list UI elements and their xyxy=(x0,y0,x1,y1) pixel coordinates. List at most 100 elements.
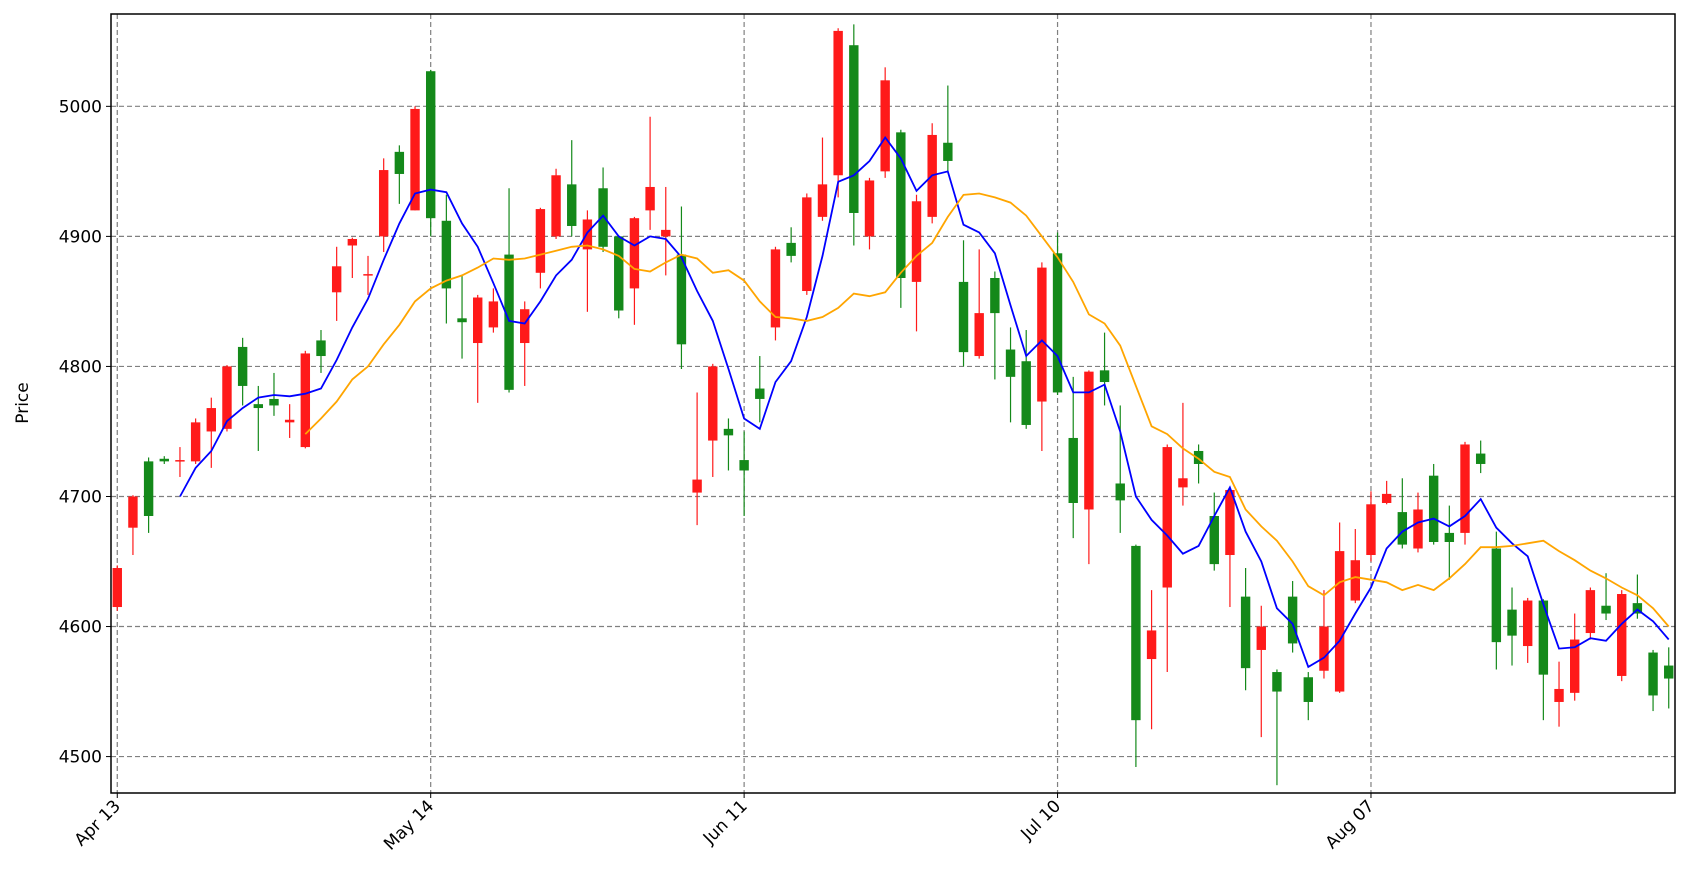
candle-body xyxy=(206,408,216,432)
candle-body xyxy=(1193,450,1204,464)
candle-body xyxy=(661,229,671,237)
candle-body xyxy=(849,45,859,213)
candle-body xyxy=(1209,515,1219,565)
candle-body xyxy=(567,184,577,226)
candle-body xyxy=(1460,444,1470,533)
candle-body xyxy=(1632,603,1643,614)
y-tick-label: 4500 xyxy=(59,748,102,768)
candle-body xyxy=(535,209,546,273)
candle-body xyxy=(378,170,389,237)
candle-body xyxy=(222,366,232,429)
candle-body xyxy=(1068,437,1078,503)
candle-body xyxy=(331,266,342,293)
plot-frame xyxy=(110,13,1676,794)
candle-body xyxy=(300,353,311,448)
candle-body xyxy=(1366,504,1376,556)
candle-body xyxy=(159,458,169,462)
candle-body xyxy=(1021,361,1031,425)
candle-body xyxy=(974,313,984,357)
candle-body xyxy=(1115,483,1125,501)
candle-body xyxy=(1397,512,1408,545)
candle-body xyxy=(1664,665,1674,679)
candle-body xyxy=(1162,447,1172,588)
x-tick-label: Jun 11 xyxy=(699,796,752,849)
x-tick-label: Jul 10 xyxy=(1017,796,1065,844)
candle-body xyxy=(1131,545,1141,721)
candle-body xyxy=(692,479,702,493)
candle-body xyxy=(520,309,530,344)
candle-body xyxy=(708,366,718,441)
candle-body xyxy=(112,568,122,608)
candle-body xyxy=(143,461,154,516)
candle-body xyxy=(1507,609,1517,636)
candle-body xyxy=(739,460,749,471)
candle-body xyxy=(410,108,420,211)
candle-body xyxy=(488,301,499,328)
candle-body xyxy=(864,180,875,237)
candle-body xyxy=(253,404,264,409)
candle-body xyxy=(676,254,687,345)
candle-body xyxy=(425,71,436,219)
moving-average-line xyxy=(304,192,1670,628)
candle-body xyxy=(911,201,922,282)
candle-body xyxy=(504,254,514,390)
x-tick-label: May 14 xyxy=(380,796,438,854)
candle-body xyxy=(441,220,452,289)
candle-body xyxy=(457,318,467,323)
candle-body xyxy=(896,132,906,279)
candle-body xyxy=(1522,600,1533,647)
candle-body xyxy=(1491,548,1502,643)
candle-body xyxy=(1256,626,1266,650)
candle-body xyxy=(237,346,248,386)
candle-body xyxy=(175,460,185,462)
candle-body xyxy=(1178,478,1188,488)
candle-body xyxy=(1350,560,1361,601)
candle-body xyxy=(1601,605,1611,614)
candle-body xyxy=(1570,639,1580,693)
candle-body xyxy=(284,419,295,423)
candle-body xyxy=(1334,551,1345,692)
candle-body xyxy=(943,142,953,161)
candle-body xyxy=(786,242,796,256)
candle-body xyxy=(614,236,624,311)
candle-body xyxy=(1052,253,1063,393)
candle-body xyxy=(269,398,279,406)
candle-body xyxy=(1585,590,1596,634)
candle-body xyxy=(1272,672,1282,692)
candle-body xyxy=(1538,600,1549,675)
candle-body xyxy=(1381,493,1392,503)
candle-body xyxy=(723,428,734,436)
candle-body xyxy=(833,30,843,176)
candle-body xyxy=(1146,630,1157,660)
candle-body xyxy=(1428,475,1439,543)
y-tick-label: 4800 xyxy=(59,357,102,377)
candle-body xyxy=(880,80,890,172)
candle-body xyxy=(1005,349,1016,377)
candle-body xyxy=(363,274,373,276)
y-tick-label: 4700 xyxy=(59,487,102,507)
y-tick-label: 4600 xyxy=(59,618,102,638)
candle-body xyxy=(473,297,483,344)
candle-body xyxy=(1444,532,1455,543)
y-tick-label: 5000 xyxy=(59,97,102,117)
candle-body xyxy=(770,249,781,328)
candle-body xyxy=(802,197,812,292)
candle-body xyxy=(190,422,201,462)
candle-body xyxy=(1037,267,1047,402)
candle-body xyxy=(128,496,138,528)
candle-body xyxy=(1648,652,1658,696)
candle-body xyxy=(1413,509,1423,549)
candle-body xyxy=(1287,596,1298,644)
candle-body xyxy=(582,219,593,250)
candle-body xyxy=(1084,371,1094,510)
x-tick-label: Aug 07 xyxy=(1322,796,1379,853)
candle-body xyxy=(817,184,828,217)
candle-body xyxy=(1617,594,1627,676)
candle-body xyxy=(316,340,326,357)
candle-body xyxy=(1554,688,1564,702)
candle-body xyxy=(1240,596,1251,669)
candle-body xyxy=(645,186,655,211)
candle-body xyxy=(1303,677,1313,702)
candle-body xyxy=(1225,489,1235,556)
